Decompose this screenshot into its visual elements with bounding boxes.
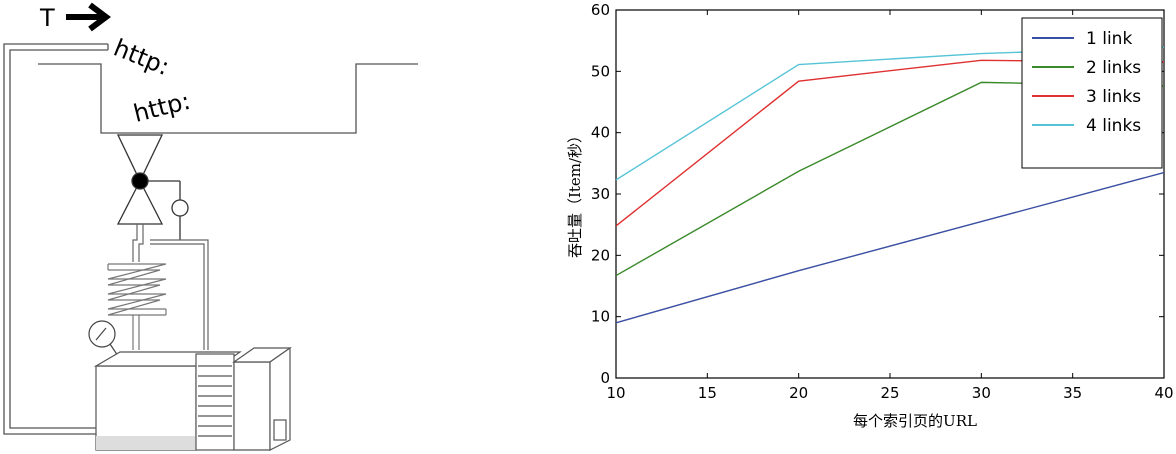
legend-label: 1 link <box>1086 29 1132 49</box>
arrow-icon <box>66 2 111 32</box>
series-line-1 <box>615 171 1165 324</box>
x-axis-ticks: 10 15 20 25 30 35 40 <box>606 10 1174 402</box>
legend-label: 4 links <box>1086 116 1141 136</box>
x-tick-label: 10 <box>606 384 625 402</box>
legend-box <box>1021 17 1163 169</box>
x-tick-label: 35 <box>1063 384 1082 402</box>
y-tick-label: 0 <box>600 369 610 387</box>
machine-body <box>93 346 292 451</box>
x-tick-label: 25 <box>880 384 899 402</box>
x-tick-label: 20 <box>789 384 808 402</box>
y-axis-ticks: 0 10 20 30 40 50 60 <box>591 1 1164 387</box>
schematic-diagram: T http: http: <box>3 2 418 451</box>
y-axis-title: 吞吐量（Item/秒） <box>566 128 584 258</box>
legend-label: 2 links <box>1086 58 1141 78</box>
y-tick-label: 50 <box>591 62 610 80</box>
outer-pipe <box>3 43 109 435</box>
tank-outline <box>38 63 418 134</box>
legend: 1 link 2 links 3 links 4 links <box>1021 17 1163 169</box>
valve-pipe <box>132 224 209 350</box>
y-tick-label: 10 <box>591 308 610 326</box>
http-label-2: http: <box>131 87 193 128</box>
y-tick-label: 20 <box>591 246 610 264</box>
y-tick-label: 40 <box>591 124 610 142</box>
x-tick-label: 15 <box>698 384 717 402</box>
y-tick-label: 30 <box>591 185 610 203</box>
valve-icon <box>116 134 189 240</box>
http-label-1: http: <box>110 34 174 81</box>
t-label: T <box>39 4 55 32</box>
x-tick-label: 30 <box>972 384 991 402</box>
coil <box>107 263 167 350</box>
pressure-gauge-icon <box>88 320 123 363</box>
x-tick-label: 40 <box>1154 384 1173 402</box>
x-axis-title: 每个索引页的URL <box>853 412 977 430</box>
legend-label: 3 links <box>1086 87 1141 107</box>
y-tick-label: 60 <box>591 1 610 19</box>
